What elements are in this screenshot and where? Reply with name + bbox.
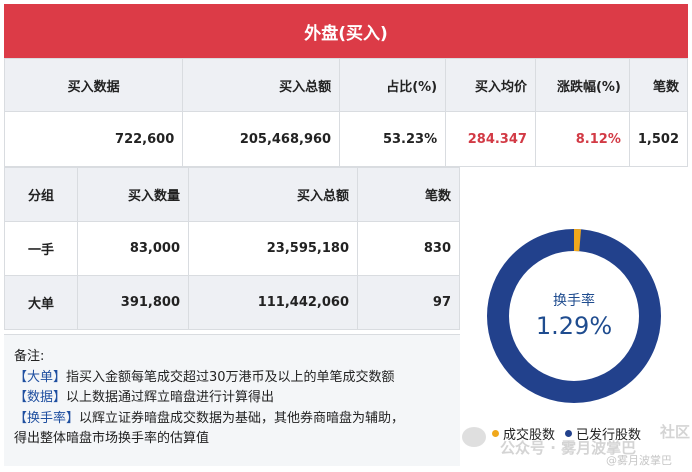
table-row: 大单 391,800 111,442,060 97: [4, 275, 460, 330]
group-header-row: 分组 买入数量 买入总额 笔数: [4, 167, 460, 222]
legend-label: 已发行股数: [576, 428, 642, 443]
group-cell: 一手: [4, 221, 78, 276]
header-cell: 笔数: [628, 58, 689, 112]
header-cell: 买入总额: [188, 167, 358, 222]
watermark: 公众号 · 雾月波掌巴: [500, 437, 636, 458]
table-row: 一手 83,000 23,595,180 830: [4, 221, 460, 276]
group-cell: 大单: [4, 275, 78, 330]
value-cell: 97: [357, 275, 460, 330]
note-text: 以上数据通过辉立暗盘进行计算得出: [66, 390, 275, 405]
header-cell: 买入均价: [445, 58, 536, 112]
value-cell: 53.23%: [339, 111, 447, 167]
value-cell: 722,600: [3, 111, 184, 167]
header-cell: 买入数量: [77, 167, 189, 222]
summary-table: 买入数据 买入总额 占比(%) 买入均价 涨跌幅(%) 笔数 722,600 2…: [3, 58, 689, 167]
value-cell: 830: [357, 221, 460, 276]
traded-shares-arc: [487, 229, 661, 403]
watermark-corner: 社区: [660, 423, 691, 441]
summary-value-row: 722,600 205,468,960 53.23% 284.347 8.12%…: [3, 111, 689, 167]
note-tag: 【换手率】: [14, 410, 80, 426]
note-line: 【大单】指买入金额每笔成交超过30万港币及以上的单笔成交数额: [14, 368, 450, 389]
watermark-sub: @雾月波掌巴: [606, 454, 672, 467]
summary-header-row: 买入数据 买入总额 占比(%) 买入均价 涨跌幅(%) 笔数: [3, 58, 689, 112]
note-line: 【数据】以上数据通过辉立暗盘进行计算得出: [14, 388, 450, 409]
header-cell: 笔数: [357, 167, 460, 222]
group-table: 分组 买入数量 买入总额 笔数 一手 83,000 23,595,180 830…: [4, 167, 460, 330]
value-cell: 205,468,960: [182, 111, 341, 167]
note-tag: 【数据】: [14, 390, 67, 405]
watermark-text: 公众号 · 雾月波掌巴: [500, 439, 637, 457]
note-text: 指买入金额每笔成交超过30万港币及以上的单笔成交数额: [66, 369, 395, 385]
note-tag: 【大单】: [14, 369, 67, 385]
chart-legend: 成交股数 已发行股数: [492, 424, 651, 443]
notes-title: 备注:: [14, 349, 45, 364]
value-cell: 83,000: [77, 221, 189, 276]
header-cell: 买入数据: [3, 58, 184, 112]
header-cell: 涨跌幅(%): [534, 58, 630, 112]
page-title: 外盘(买入): [4, 4, 688, 58]
header-cell: 买入总额: [182, 58, 341, 112]
legend-label: 成交股数: [503, 428, 556, 443]
note-line: 【换手率】以辉立证券暗盘成交数据为基础，其他券商暗盘为辅助，: [14, 409, 450, 430]
legend-dot-icon: [492, 430, 499, 437]
value-cell: 111,442,060: [188, 275, 358, 330]
notes-panel: 备注: 【大单】指买入金额每笔成交超过30万港币及以上的单笔成交数额 【数据】以…: [4, 334, 460, 466]
legend-item-traded: 成交股数: [492, 424, 555, 443]
note-text: 以辉立证券暗盘成交数据为基础，其他券商暗盘为辅助，: [79, 410, 405, 426]
wechat-icon: [462, 427, 486, 447]
value-cell: 1,502: [628, 111, 689, 167]
header-cell: 分组: [4, 167, 78, 222]
turnover-value: 1.29%: [535, 312, 613, 340]
value-cell: 284.347: [445, 111, 536, 167]
value-cell: 391,800: [77, 275, 189, 330]
turnover-donut-chart: [487, 229, 661, 403]
value-cell: 8.12%: [534, 111, 630, 167]
turnover-label: 换手率: [553, 293, 595, 309]
note-text: 得出整体暗盘市场换手率的估算值: [14, 431, 210, 446]
legend-item-issued: 已发行股数: [565, 424, 641, 443]
header-cell: 占比(%): [339, 58, 447, 112]
note-line: 得出整体暗盘市场换手率的估算值: [14, 429, 450, 450]
value-cell: 23,595,180: [188, 221, 358, 276]
legend-dot-icon: [565, 430, 573, 437]
